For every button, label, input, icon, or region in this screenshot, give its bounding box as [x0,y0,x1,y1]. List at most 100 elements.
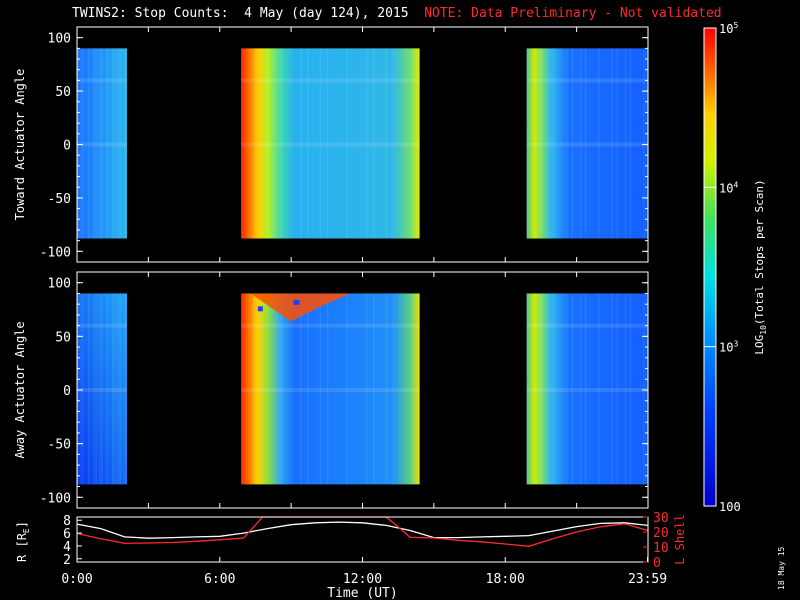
heatmap-stripe [241,293,243,485]
orbit-left-tick-label: 2 [63,553,71,568]
heatmap-stripe [82,293,84,485]
orbit-left-tick-label: 6 [63,527,71,542]
orbit-panel-frame [76,516,649,563]
orbit-left-label-text: R [R [15,532,29,562]
y-tick-label: 0 [63,139,71,154]
heatmap-stripe [598,48,600,239]
heatmap-stripe [100,293,103,485]
orbit-left-label-end: ] [15,521,29,528]
orbit-left-label-sub: E [22,528,31,533]
heatmap-band [241,78,420,83]
y-tick-label: 100 [48,277,71,292]
colorbar-label-sub: 10 [759,325,768,335]
heatmap-stripe [113,293,116,485]
heatmap-stripe [113,48,116,239]
heatmap-stripe [93,48,95,239]
heatmap-pixel [293,299,300,305]
orbit-right-tick-label: 20 [653,526,669,541]
heatmap-stripe [124,293,127,485]
heatmap-stripe [616,48,618,239]
heatmap-stripe [253,293,256,485]
orbit-left-tick-label: 8 [63,514,71,529]
heatmap-toward [77,48,648,239]
orbit-right-tick-label: 30 [653,511,669,526]
heatmap-band [241,142,420,147]
heatmap-stripe [580,293,582,485]
heatmap-block [241,48,420,239]
heatmap-stripe [95,48,97,239]
y-tick-label: 50 [55,85,71,100]
colorbar [703,27,717,507]
heatmap-away [77,293,648,485]
x-axis-label: Time (UT) [327,586,397,600]
heatmap-stripe [100,48,103,239]
heatmap-stripe [77,48,79,239]
heatmap-stripe [106,48,108,239]
y-tick-label: -50 [48,438,71,453]
heatmap-stripe [253,48,256,239]
heatmap-band [77,323,127,328]
heatmap-stripe [624,293,627,485]
heatmap-stripe [346,293,348,485]
heatmap-stripe [319,48,322,239]
heatmap-block [241,293,420,485]
heatmap-stripe [87,293,90,485]
colorbar-tick-exp: 4 [733,180,738,189]
heatmap-stripe [526,48,529,239]
heatmap-stripe [111,293,114,485]
heatmap-stripe [119,293,121,485]
heatmap-band [241,388,420,392]
heatmap-stripe [385,293,388,485]
x-tick-label: 6:00 [204,572,235,587]
heatmap-band [526,142,648,147]
heatmap-stripe [117,48,119,239]
series-line-lshell [76,516,649,547]
heatmap-stripe [629,293,632,485]
heatmap-stripe [98,48,101,239]
heatmap-stripe [598,293,600,485]
y-tick-label: 0 [63,384,71,399]
heatmap-stripe [412,293,414,485]
orbit-right-tick-label: 10 [653,541,669,556]
heatmap-stripe [366,293,368,485]
y-axis-label-away: Away Actuator Angle [13,321,27,458]
heatmap-stripe [580,48,582,239]
heatmap-stripe [584,293,587,485]
x-tick-label: 0:00 [61,572,92,587]
title-note: NOTE: Data Preliminary - Not validated [424,6,722,21]
heatmap-stripe [93,293,95,485]
heatmap-stripe [87,48,90,239]
y-axis-label-toward: Toward Actuator Angle [13,69,27,221]
y-tick-label: -100 [40,245,71,260]
heatmap-band [241,323,420,328]
colorbar-tick-base: 10 [719,22,733,36]
heatmap-stripe [98,293,101,485]
heatmap-stripe [540,293,542,485]
title-main: TWINS2: Stop Counts: 4 May (day 124), 20… [72,6,409,21]
heatmap-stripe [535,293,537,485]
colorbar-tick-base: 10 [719,181,733,195]
orbit-left-tick-label: 4 [63,540,71,555]
heatmap-stripe [260,48,263,239]
heatmap-stripe [241,48,243,239]
x-tick-label: 18:00 [486,572,525,587]
heatmap-block [77,48,127,239]
colorbar-label-rest: (Total Stops per Scan) [753,179,766,325]
colorbar-tick-exp: 5 [733,21,738,30]
heatmap-band [77,142,127,147]
heatmap-stripe [307,293,309,485]
heatmap-stripe [624,48,627,239]
heatmap-stripe [307,48,309,239]
heatmap-stripe [566,293,569,485]
x-tick-label: 23:59 [628,572,667,587]
orbit-right-tick-label: 0 [653,556,661,571]
heatmap-stripe [412,48,414,239]
heatmap-block [77,293,127,485]
y-tick-label: -100 [40,491,71,506]
heatmap-stripe [526,293,529,485]
heatmap-stripe [385,48,388,239]
heatmap-pixel [257,306,263,312]
heatmap-band [77,78,127,83]
heatmap-stripe [566,48,569,239]
figure-title: TWINS2: Stop Counts: 4 May (day 124), 20… [72,6,722,21]
